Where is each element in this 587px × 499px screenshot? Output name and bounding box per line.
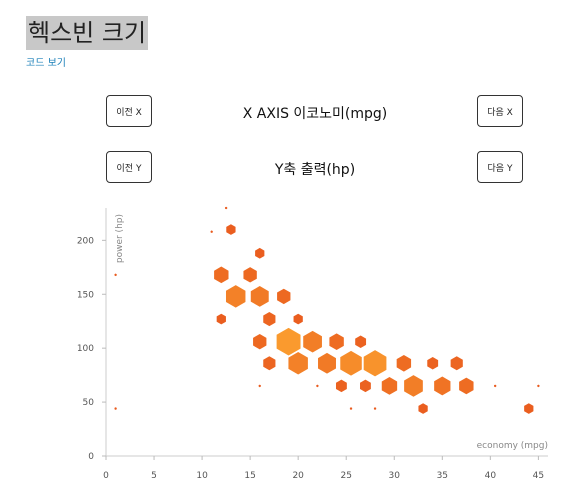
hexbin-cell: [303, 330, 322, 353]
hexbin-cell: [255, 247, 265, 259]
hexbin-cell: [214, 266, 229, 284]
next-y-button[interactable]: 다음 Y: [477, 151, 523, 183]
x-tick-label: 15: [244, 471, 255, 481]
hexbin-cell: [363, 350, 387, 377]
hexbin-cell: [404, 375, 423, 397]
hexbin-cell: [243, 267, 257, 283]
page-title: 헥스빈 크기: [26, 16, 149, 50]
hexbin-cell: [258, 384, 261, 388]
hexbin-cell: [114, 273, 117, 277]
hexbin-bins: [114, 206, 540, 414]
hexbin-cell: [288, 352, 308, 375]
hexbin-cell: [418, 403, 428, 414]
hexbin-cell: [250, 286, 269, 307]
hexbin-cell: [216, 313, 226, 325]
x-tick-label: 25: [340, 471, 351, 481]
hexbin-cell: [524, 403, 534, 414]
prev-x-button[interactable]: 이전 X: [106, 95, 152, 127]
hexbin-cell: [293, 313, 303, 325]
x-tick-label: 5: [151, 471, 157, 481]
x-tick-label: 30: [389, 471, 401, 481]
x-tick-label: 45: [533, 471, 544, 481]
x-tick-label: 0: [103, 471, 109, 481]
hexbin-chart: 0 5 10 15 20 25 30 35 40 45 0 50 100 150 200 economy …: [77, 206, 548, 481]
hexbin-cell: [349, 407, 353, 410]
hexbin-cell: [316, 384, 319, 388]
x-tick-label: 35: [437, 471, 448, 481]
x-tick-label: 40: [485, 471, 497, 481]
y-tick-label: 50: [83, 398, 95, 408]
view-code-link[interactable]: 코드 보기: [26, 58, 66, 69]
hexbin-cell: [225, 285, 246, 308]
x-tick-label: 20: [292, 471, 304, 481]
hexbin-cell: [340, 350, 362, 376]
hexbin-cell: [114, 407, 117, 410]
hexbin-cell: [277, 288, 291, 305]
hexbin-cell: [263, 356, 276, 371]
prev-y-button[interactable]: 이전 Y: [106, 151, 152, 183]
hexbin-cell: [427, 357, 439, 370]
hexbin-cell: [494, 384, 497, 388]
hexbin-cell: [329, 333, 344, 351]
hexbin-cell: [537, 384, 540, 388]
x-axis-heading: X AXIS 이코노미(mpg): [242, 106, 388, 122]
hexbin-cell: [434, 376, 451, 396]
y-axis-heading: Y축 출력(hp): [274, 162, 356, 178]
hexbin-cell: [210, 230, 213, 234]
x-axis-label: economy (mpg): [477, 441, 548, 451]
hexbin-cell: [335, 379, 347, 393]
hexbin-cell: [276, 327, 301, 356]
y-tick-label: 0: [88, 452, 94, 462]
hexbin-cell: [396, 354, 412, 372]
hexbin-cell: [253, 333, 267, 350]
hexbin-cell: [226, 224, 236, 235]
hexbin-cell: [450, 356, 463, 371]
hexbin-cell: [224, 206, 228, 210]
y-tick-label: 200: [77, 236, 94, 246]
y-tick-label: 100: [77, 344, 94, 354]
hexbin-cell: [263, 312, 276, 327]
next-x-button[interactable]: 다음 X: [477, 95, 523, 127]
x-tick-label: 10: [196, 471, 208, 481]
hexbin-cell: [318, 352, 336, 374]
hexbin-cell: [459, 377, 474, 395]
hexbin-cell: [381, 377, 398, 395]
hexbin-cell: [373, 407, 377, 410]
hexbin-cell: [355, 335, 367, 348]
y-axis-ticks: 0 50 100 150 200: [77, 236, 106, 462]
x-axis-ticks: 0 5 10 15 20 25 30 35 40 45: [103, 456, 544, 481]
hexbin-cell: [360, 379, 371, 393]
y-axis-label: power (hp): [115, 214, 125, 263]
y-tick-label: 150: [77, 290, 94, 300]
